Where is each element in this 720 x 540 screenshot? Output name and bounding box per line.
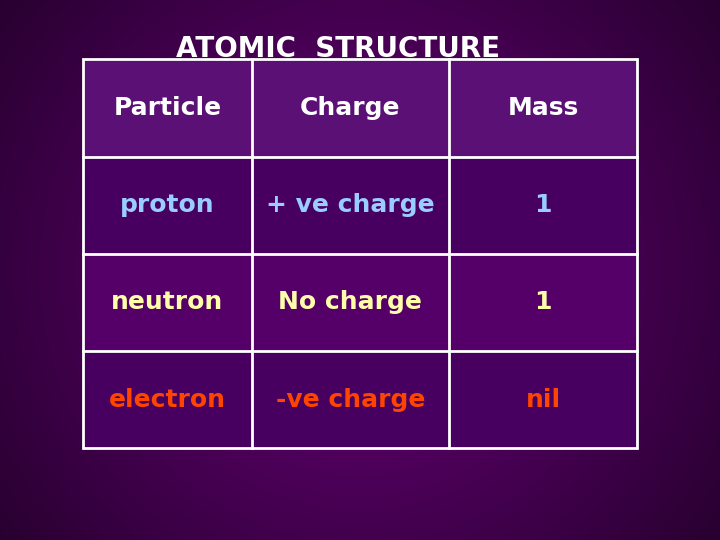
Bar — [252, 157, 449, 254]
Bar — [83, 351, 252, 448]
Bar — [83, 59, 252, 157]
Text: Mass: Mass — [508, 96, 579, 120]
Text: proton: proton — [120, 193, 215, 217]
Text: -ve charge: -ve charge — [276, 388, 425, 411]
Text: electron: electron — [109, 388, 226, 411]
Bar — [449, 351, 637, 448]
Bar — [449, 254, 637, 351]
Text: neutron: neutron — [111, 291, 223, 314]
Text: No charge: No charge — [279, 291, 422, 314]
Bar — [252, 254, 449, 351]
Bar — [83, 59, 637, 448]
Text: 1: 1 — [534, 193, 552, 217]
Bar — [449, 59, 637, 157]
Text: ATOMIC  STRUCTURE: ATOMIC STRUCTURE — [176, 35, 500, 63]
Bar — [83, 157, 252, 254]
Bar — [252, 59, 449, 157]
Text: + ve charge: + ve charge — [266, 193, 435, 217]
Bar — [449, 157, 637, 254]
Text: Particle: Particle — [113, 96, 222, 120]
Bar — [83, 254, 252, 351]
Text: nil: nil — [526, 388, 560, 411]
Bar — [252, 351, 449, 448]
Text: 1: 1 — [534, 291, 552, 314]
Text: Charge: Charge — [300, 96, 400, 120]
